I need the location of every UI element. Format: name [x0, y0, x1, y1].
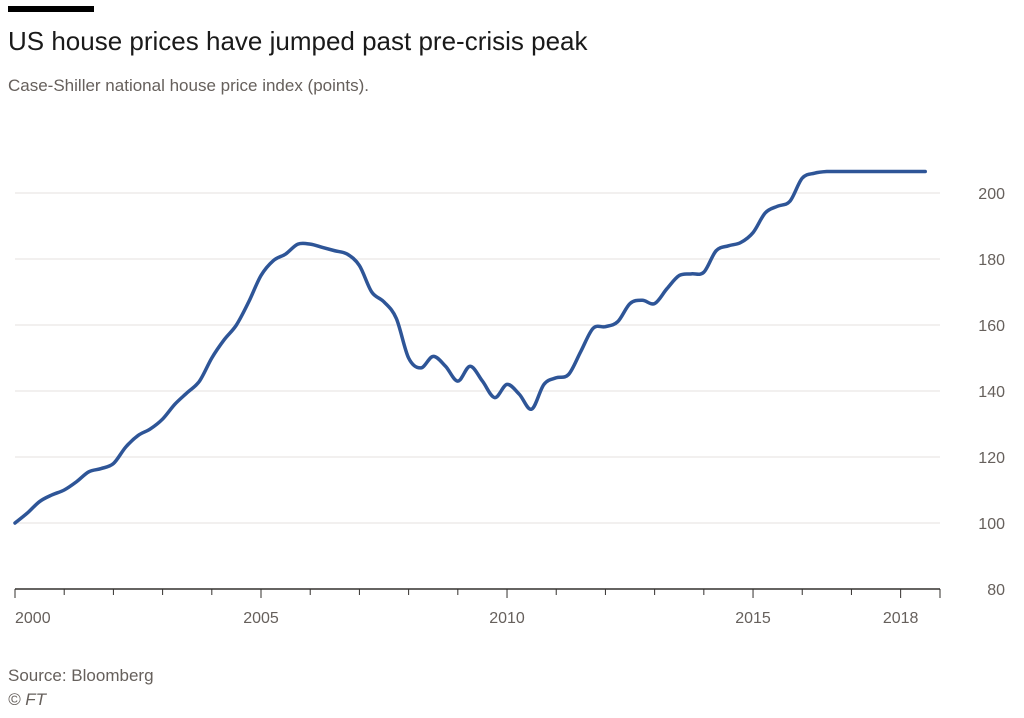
- y-tick-label-160: 160: [978, 318, 1005, 335]
- x-tick-label-2000: 2000: [15, 610, 51, 627]
- series-line-0: [13, 169, 927, 525]
- y-tick-label-80: 80: [987, 582, 1005, 599]
- source-note: Source: Bloomberg: [8, 666, 154, 685]
- chart-subtitle: Case-Shiller national house price index …: [8, 76, 369, 95]
- x-tick-label-2005: 2005: [243, 610, 279, 627]
- y-tick-label-180: 180: [978, 252, 1005, 269]
- x-tick-label-2015: 2015: [735, 610, 771, 627]
- line-chart: 80 100 120 140 160 180 200 2000 2005 2010 2015 2018: [13, 169, 1005, 627]
- x-tick-label-2018: 2018: [883, 610, 919, 627]
- x-tick-label-2010: 2010: [489, 610, 525, 627]
- chart-title: US house prices have jumped past pre-cri…: [8, 26, 588, 56]
- copyright-credit: © FT: [8, 690, 47, 709]
- y-tick-label-100: 100: [978, 516, 1005, 533]
- y-tick-label-120: 120: [978, 450, 1005, 467]
- header-accent-bar: [8, 6, 94, 12]
- y-tick-label-140: 140: [978, 384, 1005, 401]
- y-tick-label-200: 200: [978, 186, 1005, 203]
